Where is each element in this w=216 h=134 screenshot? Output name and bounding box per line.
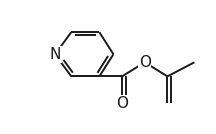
Text: N: N bbox=[49, 47, 61, 62]
Text: O: O bbox=[116, 96, 128, 111]
Text: O: O bbox=[139, 55, 151, 70]
